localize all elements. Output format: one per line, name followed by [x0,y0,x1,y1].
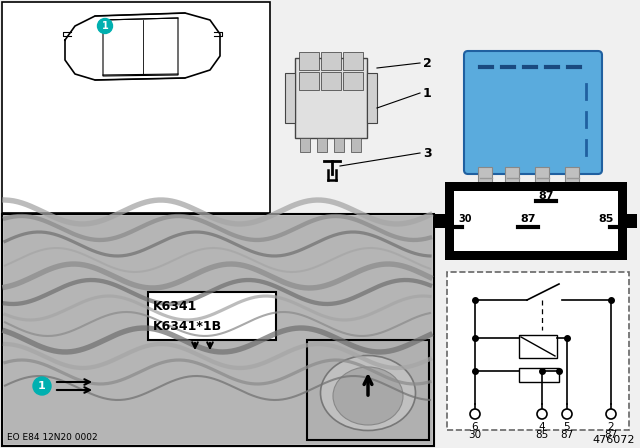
Circle shape [33,377,51,395]
Text: 30: 30 [458,214,472,224]
Text: 87: 87 [520,214,536,224]
Bar [519,368,559,382]
Text: 1: 1 [423,86,432,99]
Bar [478,167,492,192]
Bar [535,167,549,192]
Text: 2: 2 [608,422,614,432]
Text: 85: 85 [536,430,548,440]
Text: 87: 87 [538,191,554,201]
Bar [321,72,341,90]
Text: 1: 1 [38,381,46,391]
Bar [285,73,295,123]
Text: 3: 3 [423,146,431,159]
Bar [519,335,557,358]
Text: 476072: 476072 [593,435,635,445]
Text: K6341*1B: K6341*1B [153,319,222,332]
Bar [565,167,579,192]
Bar [317,138,327,152]
Bar [351,138,361,152]
Bar [295,58,367,138]
Ellipse shape [333,367,403,425]
Text: 5: 5 [564,422,570,432]
Bar [334,138,344,152]
Text: 30: 30 [468,430,481,440]
Bar [2,2,270,213]
Bar [299,52,319,70]
Bar [454,191,618,251]
Bar [2,214,434,446]
Circle shape [537,409,547,419]
Text: 6: 6 [472,422,478,432]
Bar [343,52,364,70]
Text: EO E84 12N20 0002: EO E84 12N20 0002 [7,433,98,442]
Bar [300,138,310,152]
Circle shape [97,18,113,34]
Ellipse shape [321,356,415,431]
Circle shape [562,409,572,419]
Text: 4: 4 [539,422,545,432]
Text: 2: 2 [423,56,432,69]
Text: 85: 85 [598,214,614,224]
Bar [307,340,429,440]
Bar [505,167,519,192]
Circle shape [606,409,616,419]
Bar [299,72,319,90]
Circle shape [470,409,480,419]
Bar [447,272,629,430]
Bar [367,73,377,123]
Text: 87: 87 [561,430,573,440]
Bar [343,72,364,90]
Text: 87: 87 [604,430,618,440]
Text: K6341: K6341 [153,300,197,313]
Bar [435,214,445,228]
FancyBboxPatch shape [464,51,602,174]
Bar [445,182,627,260]
Bar [4,216,432,444]
Bar [627,214,637,228]
Bar [148,292,276,340]
Bar [321,52,341,70]
Text: 1: 1 [102,21,108,31]
